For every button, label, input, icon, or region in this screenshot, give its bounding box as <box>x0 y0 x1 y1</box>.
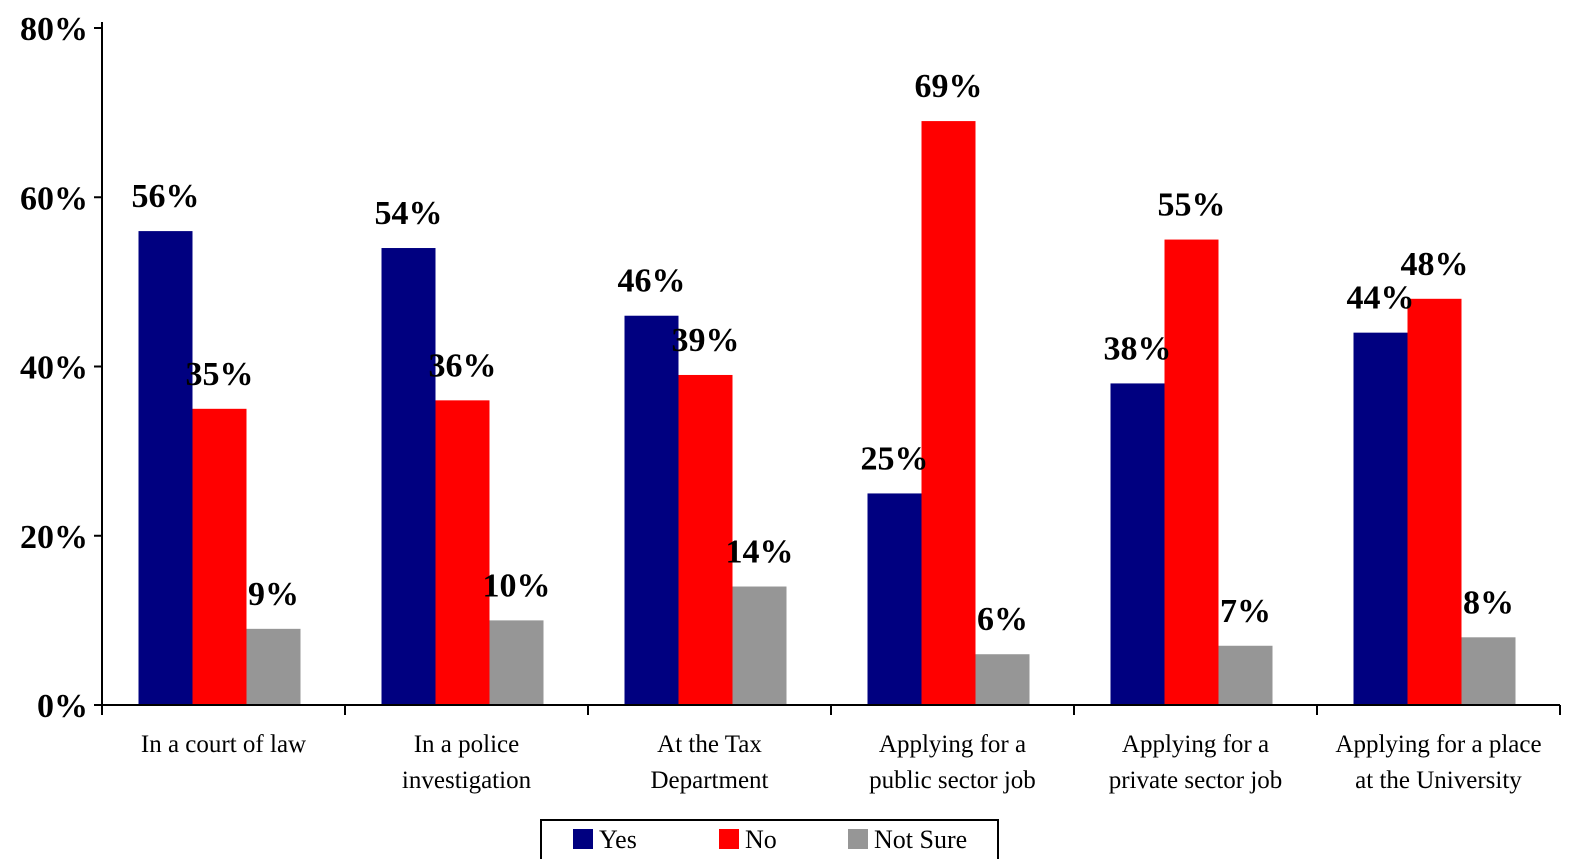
legend-swatch <box>848 829 868 849</box>
bar-not-sure <box>1218 645 1273 705</box>
bar-no <box>435 400 490 705</box>
x-tick-label: investigation <box>402 767 532 794</box>
y-tick-label: 60% <box>20 180 88 217</box>
bar-yes <box>867 493 922 705</box>
x-tick-label: Applying for a <box>879 731 1026 758</box>
x-tick-label: In a police <box>414 731 520 758</box>
x-tick-label: In a court of law <box>141 731 306 758</box>
data-label: 25% <box>861 440 929 477</box>
data-label: 48% <box>1401 246 1469 283</box>
axes-layer: 0% 20% 40% 60% 80% In a court of law In a poli… <box>20 11 1561 794</box>
bar-no <box>1164 239 1219 705</box>
x-tick-label: At the Tax <box>657 731 762 758</box>
data-label: 55% <box>1158 187 1226 224</box>
data-label: 14% <box>726 534 794 571</box>
bar-yes <box>1110 383 1165 705</box>
bar-no <box>192 408 247 705</box>
bar-not-sure <box>732 586 787 705</box>
bar-not-sure <box>1461 637 1516 705</box>
data-label: 38% <box>1104 330 1172 367</box>
bar-yes <box>138 231 193 705</box>
data-label: 69% <box>915 68 983 105</box>
legend-swatch <box>573 829 593 849</box>
bar-not-sure <box>246 628 301 705</box>
legend-label: Yes <box>599 825 637 854</box>
x-tick-label: Applying for a <box>1122 731 1269 758</box>
data-label: 6% <box>977 601 1028 638</box>
bar-yes <box>1353 332 1408 705</box>
data-label: 36% <box>429 347 497 384</box>
data-label: 35% <box>186 356 254 393</box>
bars-layer <box>138 121 1516 705</box>
legend: Yes No Not Sure <box>540 819 999 859</box>
bar-yes <box>381 248 436 705</box>
y-tick-label: 40% <box>20 350 88 387</box>
y-tick-label: 0% <box>37 688 88 725</box>
legend-label: No <box>745 825 777 854</box>
bar-not-sure <box>489 620 544 705</box>
y-tick-label: 80% <box>20 11 88 48</box>
bar-yes <box>624 315 679 705</box>
bar-no <box>921 121 976 705</box>
bar-no <box>678 374 733 705</box>
bar-no <box>1407 298 1462 705</box>
legend-box <box>540 819 999 859</box>
x-tick-label: public sector job <box>869 767 1036 794</box>
bar-not-sure <box>975 654 1030 705</box>
x-tick-label: Department <box>650 767 768 794</box>
data-label: 9% <box>248 576 299 613</box>
data-label: 7% <box>1220 593 1271 630</box>
data-label: 54% <box>375 195 443 232</box>
y-tick-label: 20% <box>20 519 88 556</box>
data-label: 56% <box>132 178 200 215</box>
data-label: 8% <box>1463 584 1514 621</box>
x-tick-label: private sector job <box>1109 767 1283 794</box>
legend-label: Not Sure <box>874 825 967 854</box>
data-label: 44% <box>1347 280 1415 317</box>
data-labels-layer: 56% 54% 46% 25% 38% 44% 35% 36% 39% 69% 55% 48% 9% 10… <box>132 68 1515 638</box>
data-label: 46% <box>618 263 686 300</box>
data-label: 10% <box>483 567 551 604</box>
data-label: 39% <box>672 322 740 359</box>
legend-swatch <box>719 829 739 849</box>
x-tick-label: Applying for a place <box>1335 731 1541 758</box>
x-tick-label: at the University <box>1355 767 1522 794</box>
